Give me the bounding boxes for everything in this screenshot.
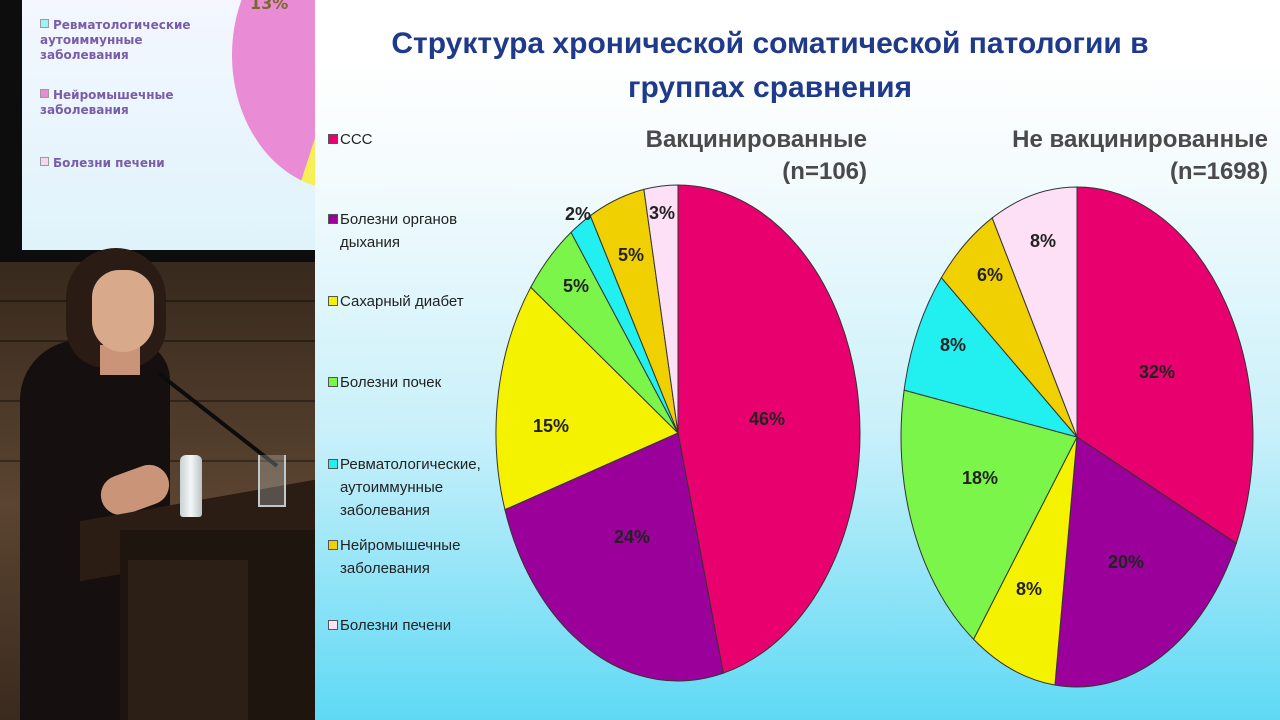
pie-data-label-ccc: 46%	[749, 409, 785, 429]
chart-unvaccinated-subtitle: (n=1698)	[1169, 158, 1268, 185]
background-legend-label: Болезни печени	[53, 156, 165, 170]
pie-slice-ccc	[677, 184, 861, 674]
podium-front-panel	[128, 560, 248, 720]
pie-slice-diabetes	[972, 436, 1078, 686]
legend-item-neuro: Нейромышечные заболевания	[328, 534, 460, 580]
water-glass	[258, 455, 286, 507]
water-bottle	[180, 455, 202, 517]
background-pie-label: 13%	[250, 0, 289, 13]
chart-unvaccinated-heading: Не вакцинированные (n=1698)	[995, 124, 1268, 188]
legend-label: Ревматологические, аутоиммунные заболева…	[340, 456, 481, 519]
background-legend-swatch	[40, 19, 49, 28]
legend-label: Сахарный диабет	[340, 293, 464, 310]
pie-data-label-kidney: 18%	[962, 468, 998, 488]
background-legend-label: Ревматологические аутоиммунные заболеван…	[40, 18, 191, 62]
pie-slice-kidney	[900, 389, 1078, 641]
legend-item-liver: Болезни печени	[328, 614, 451, 637]
pie-data-label-liver: 8%	[1030, 231, 1056, 251]
room-photo: 13% Ревматологические аутоиммунные забол…	[0, 0, 315, 720]
pie-data-label-ccc: 32%	[1139, 362, 1175, 382]
pie-data-label-diabetes: 8%	[1016, 579, 1042, 599]
pie-slice-respiratory	[504, 432, 724, 682]
legend-swatch	[328, 620, 338, 630]
background-legend-item: Ревматологические аутоиммунные заболеван…	[40, 18, 191, 63]
pie-data-label-rheum: 2%	[565, 204, 591, 224]
pie-slice-diabetes	[495, 286, 679, 511]
pie-data-label-neuro: 5%	[618, 245, 644, 265]
background-legend-label: Нейромышечные заболевания	[40, 88, 174, 117]
background-screen: 13% Ревматологические аутоиммунные забол…	[0, 0, 315, 262]
legend-item-diabetes: Сахарный диабет	[328, 290, 464, 313]
pie-data-label-kidney: 5%	[563, 276, 589, 296]
pie-slice-rheum	[903, 276, 1079, 438]
legend-swatch	[328, 134, 338, 144]
pie-chart-vaccinated: 46% 24% 15% 5% 2% 5% 3%	[495, 184, 861, 682]
pie-slice-liver	[643, 184, 679, 434]
pie-data-label-respiratory: 24%	[614, 527, 650, 547]
legend-swatch	[328, 377, 338, 387]
pie-data-label-diabetes: 15%	[533, 416, 569, 436]
background-legend-swatch	[40, 157, 49, 166]
pie-chart-unvaccinated: 32% 20% 8% 18% 8% 6% 8%	[900, 186, 1254, 688]
background-legend-swatch	[40, 89, 49, 98]
microphone	[157, 372, 279, 468]
speaker-face	[92, 270, 154, 352]
slide-title: Структура хронической соматической патол…	[391, 27, 1149, 104]
legend-label: Нейромышечные заболевания	[340, 537, 461, 577]
background-slide: 13% Ревматологические аутоиммунные забол…	[22, 0, 315, 250]
chart-vaccinated-title: Вакцинированные	[645, 126, 867, 153]
background-pie	[232, 0, 315, 190]
legend-label: Болезни органов дыхания	[340, 211, 458, 251]
pie-slice-liver	[991, 186, 1078, 438]
pie-data-label-rheum: 8%	[940, 335, 966, 355]
chart-unvaccinated-title: Не вакцинированные	[1012, 126, 1268, 153]
legend-swatch	[328, 296, 338, 306]
legend-label: Болезни печени	[340, 617, 452, 634]
pie-slice-ccc	[1076, 186, 1254, 545]
pie-data-label-liver: 3%	[649, 203, 675, 223]
pie-data-label-respiratory: 20%	[1108, 552, 1144, 572]
chart-vaccinated-heading: Вакцинированные (n=106)	[615, 124, 867, 188]
legend-label: Болезни почек	[340, 374, 442, 391]
background-legend-item: Нейромышечные заболевания	[40, 88, 174, 118]
pie-slice-respiratory	[1054, 436, 1237, 688]
legend-label: ССС	[340, 131, 373, 148]
legend-swatch	[328, 540, 338, 550]
pie-data-label-neuro: 6%	[977, 265, 1003, 285]
background-legend-item: Болезни печени	[40, 156, 165, 171]
legend-item-respiratory: Болезни органов дыхания	[328, 208, 457, 254]
presentation-slide: Структура хронической соматической патол…	[315, 0, 1280, 720]
legend-swatch	[328, 214, 338, 224]
legend-item-kidney: Болезни почек	[328, 371, 441, 394]
legend-item-ccc: ССС	[328, 128, 373, 151]
legend-swatch	[328, 459, 338, 469]
chart-vaccinated-subtitle: (n=106)	[782, 158, 867, 185]
legend-item-rheum: Ревматологические, аутоиммунные заболева…	[328, 453, 481, 522]
